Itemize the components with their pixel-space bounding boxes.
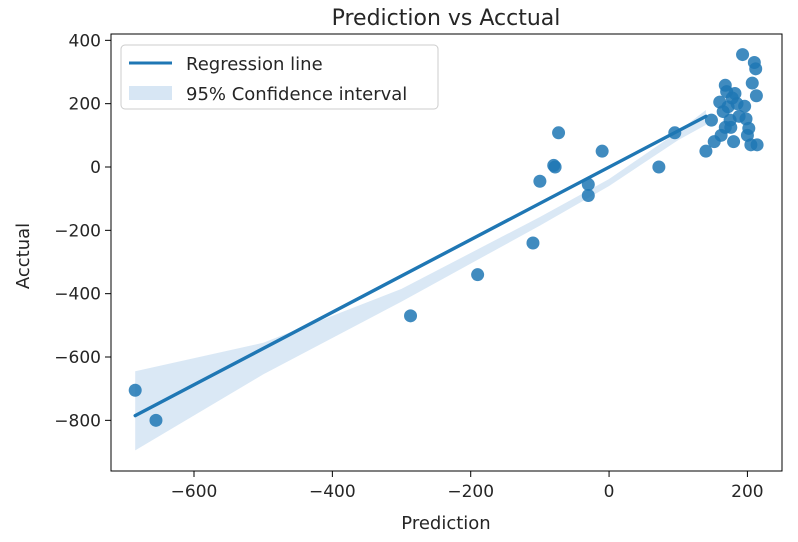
chart-title: Prediction vs Acctual [332, 6, 561, 31]
scatter-point [738, 99, 752, 113]
scatter-point [471, 268, 485, 282]
legend-frame [120, 44, 439, 110]
legend-band-swatch [129, 86, 172, 100]
scatter-point [404, 309, 418, 323]
scatter-point [745, 76, 759, 90]
regression-line [133, 114, 708, 418]
legend: Regression line 95% Confidence interval [120, 44, 439, 110]
scatter-point [128, 383, 142, 397]
scatter-point [149, 413, 163, 427]
y-tick-label: −800 [54, 411, 101, 431]
scatter-point [526, 236, 540, 250]
y-tick-label: −400 [54, 285, 101, 305]
scatter-point [736, 48, 750, 62]
scatter-point [699, 144, 713, 158]
axes: −600 −400 −200 0 200 400 200 0 −200 −400 −600 −800 [54, 31, 783, 502]
scatter-point [750, 138, 764, 152]
regression-line-layer [133, 114, 708, 418]
x-axis-label: Prediction [401, 513, 490, 534]
confidence-band-layer [135, 110, 706, 451]
scatter-point [548, 160, 562, 174]
scatter-point [742, 121, 756, 135]
x-tick-label: −400 [309, 482, 356, 502]
scatter-point [724, 120, 738, 134]
y-tick-label: −600 [54, 348, 101, 368]
scatter-point [581, 189, 595, 202]
scatter-points-layer [128, 48, 764, 427]
scatter-point [595, 144, 609, 158]
scatter-point [727, 135, 741, 149]
scatter-point [533, 174, 547, 188]
x-tick-label: −200 [447, 482, 494, 502]
y-axis-label: Acctual [13, 223, 34, 289]
scatter-point [749, 89, 763, 103]
scatter-point [668, 126, 682, 140]
scatter-point [652, 160, 666, 174]
x-tick-label: 200 [731, 482, 763, 502]
x-tick-label: 0 [604, 482, 615, 502]
y-tick-label: 400 [69, 31, 101, 51]
scatter-point [704, 113, 718, 127]
legend-label-regression-line: Regression line [186, 54, 323, 75]
y-tick-label: 0 [90, 158, 101, 178]
plot-frame [110, 33, 783, 472]
scatter-point [581, 177, 595, 191]
confidence-band [135, 110, 706, 451]
x-tick-label: −600 [171, 482, 218, 502]
y-tick-label: 200 [69, 95, 101, 115]
legend-label-confidence-interval: 95% Confidence interval [186, 84, 407, 105]
scatter-point [552, 126, 566, 140]
scatter-point [728, 87, 742, 101]
y-tick-label: −200 [54, 221, 101, 241]
scatter-point [749, 62, 763, 76]
